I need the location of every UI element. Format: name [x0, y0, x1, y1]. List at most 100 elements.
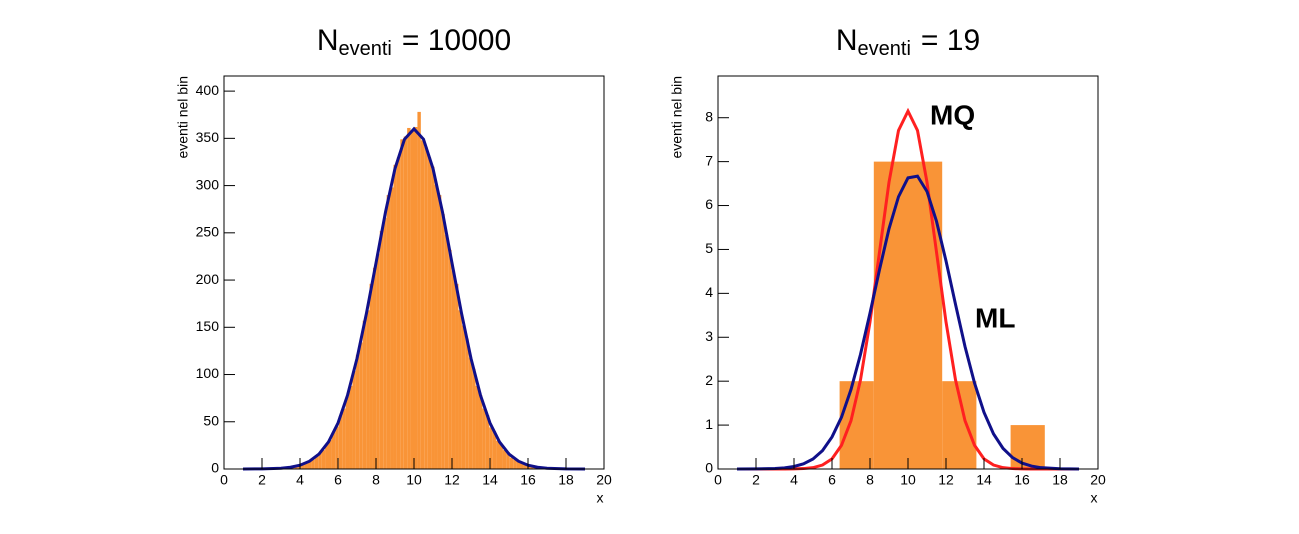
x-axis-label: x: [1091, 490, 1098, 506]
histogram-bar: [444, 234, 449, 469]
fit-curve: [736, 174, 1080, 471]
histogram-bar: [424, 146, 428, 469]
histogram-bar: [349, 385, 353, 469]
histogram-bar: [372, 267, 377, 469]
histogram-bar: [325, 444, 329, 469]
title-main: N: [317, 24, 339, 57]
histogram-bar: [523, 464, 527, 469]
histogram-bar: [400, 139, 404, 470]
y-tick-label: 0: [705, 460, 713, 476]
x-tick-label: 16: [1014, 472, 1030, 488]
histogram-bar: [873, 161, 908, 469]
histogram-bar: [335, 426, 339, 469]
title-rest: = 19: [921, 24, 980, 57]
histogram-bar: [352, 370, 356, 469]
y-tick-label: 2: [705, 372, 713, 388]
y-tick-label: 4: [705, 284, 713, 300]
y-tick-label: 400: [196, 82, 220, 98]
histogram-bar: [492, 431, 497, 469]
histogram-bar: [393, 164, 397, 469]
histogram-bar: [307, 461, 312, 469]
x-tick-label: 10: [406, 472, 422, 488]
histogram-bar: [311, 459, 315, 469]
y-axis-label: eventi nel bin: [175, 76, 191, 159]
x-tick-label: 2: [258, 472, 266, 488]
histogram-bar: [301, 464, 305, 469]
histogram-bar: [468, 357, 473, 469]
x-tick-label: 12: [938, 472, 954, 488]
histogram-bar: [427, 157, 432, 470]
x-tick-label: 20: [1090, 472, 1106, 488]
x-tick-label: 8: [866, 472, 874, 488]
fit-curve: [737, 107, 1079, 471]
histogram-bar: [379, 230, 384, 469]
title-main: N: [836, 24, 858, 57]
histogram-bar: [342, 408, 346, 469]
histogram-bar: [355, 354, 360, 469]
histogram-bar: [431, 166, 435, 469]
x-tick-label: 20: [596, 472, 612, 488]
y-tick-label: 50: [203, 412, 219, 428]
histogram-bar: [390, 187, 394, 470]
title-subscript: eventi: [339, 38, 392, 60]
y-tick-label: 6: [705, 196, 713, 212]
x-tick-label: 16: [520, 472, 536, 488]
histogram-bar: [1010, 425, 1045, 469]
y-tick-label: 150: [196, 318, 220, 334]
histogram-bar: [441, 213, 445, 469]
histogram-bar: [455, 283, 459, 469]
histogram-bar: [376, 253, 380, 469]
fit-curve: [242, 126, 586, 471]
histogram-bar: [420, 140, 425, 469]
histogram-bar: [304, 462, 308, 469]
histogram-bar: [451, 270, 456, 469]
y-tick-label: 1: [705, 416, 713, 432]
histogram-bar: [369, 283, 373, 469]
curve-label: MQ: [930, 99, 975, 130]
title-subscript: eventi: [858, 38, 911, 60]
histogram-bar: [328, 439, 332, 469]
chart-title: Neventi = 19: [836, 24, 980, 60]
histogram-bar: [359, 342, 363, 469]
histogram-bar: [908, 161, 943, 469]
histogram-bar: [318, 452, 322, 469]
histogram-bar: [496, 440, 500, 469]
histogram-bar: [403, 136, 408, 469]
x-tick-label: 4: [296, 472, 304, 488]
x-tick-label: 14: [976, 472, 992, 488]
histogram-bar: [516, 460, 521, 469]
histogram-bar: [448, 249, 452, 469]
y-tick-label: 8: [705, 108, 713, 124]
x-tick-label: 14: [482, 472, 498, 488]
histogram-bar: [461, 325, 466, 469]
histogram-bar: [475, 385, 479, 469]
y-tick-label: 100: [196, 365, 220, 381]
histogram-bar: [410, 130, 414, 469]
histogram-bar: [485, 415, 490, 469]
y-axis-label: eventi nel bin: [669, 76, 685, 159]
x-tick-label: 8: [372, 472, 380, 488]
x-tick-label: 0: [714, 472, 722, 488]
chart-title: Neventi = 10000: [317, 24, 511, 60]
histogram-bar: [502, 450, 507, 469]
y-tick-label: 350: [196, 129, 220, 145]
histogram-bar: [338, 416, 343, 469]
histogram-bar: [465, 338, 469, 469]
histogram-bar: [366, 310, 370, 469]
histogram-bar: [314, 455, 319, 469]
histogram-bar: [499, 444, 503, 469]
x-tick-label: 0: [220, 472, 228, 488]
x-tick-label: 18: [558, 472, 574, 488]
y-tick-label: 7: [705, 152, 713, 168]
title-rest: = 10000: [402, 24, 511, 57]
y-tick-label: 0: [211, 460, 219, 476]
histogram-bar: [506, 451, 510, 469]
histogram-bar: [513, 459, 517, 469]
histogram-bar: [417, 111, 421, 469]
histogram-bar: [472, 368, 476, 469]
histogram-bar: [407, 127, 411, 469]
histogram-bar: [526, 466, 531, 469]
histogram-bar: [489, 427, 493, 469]
